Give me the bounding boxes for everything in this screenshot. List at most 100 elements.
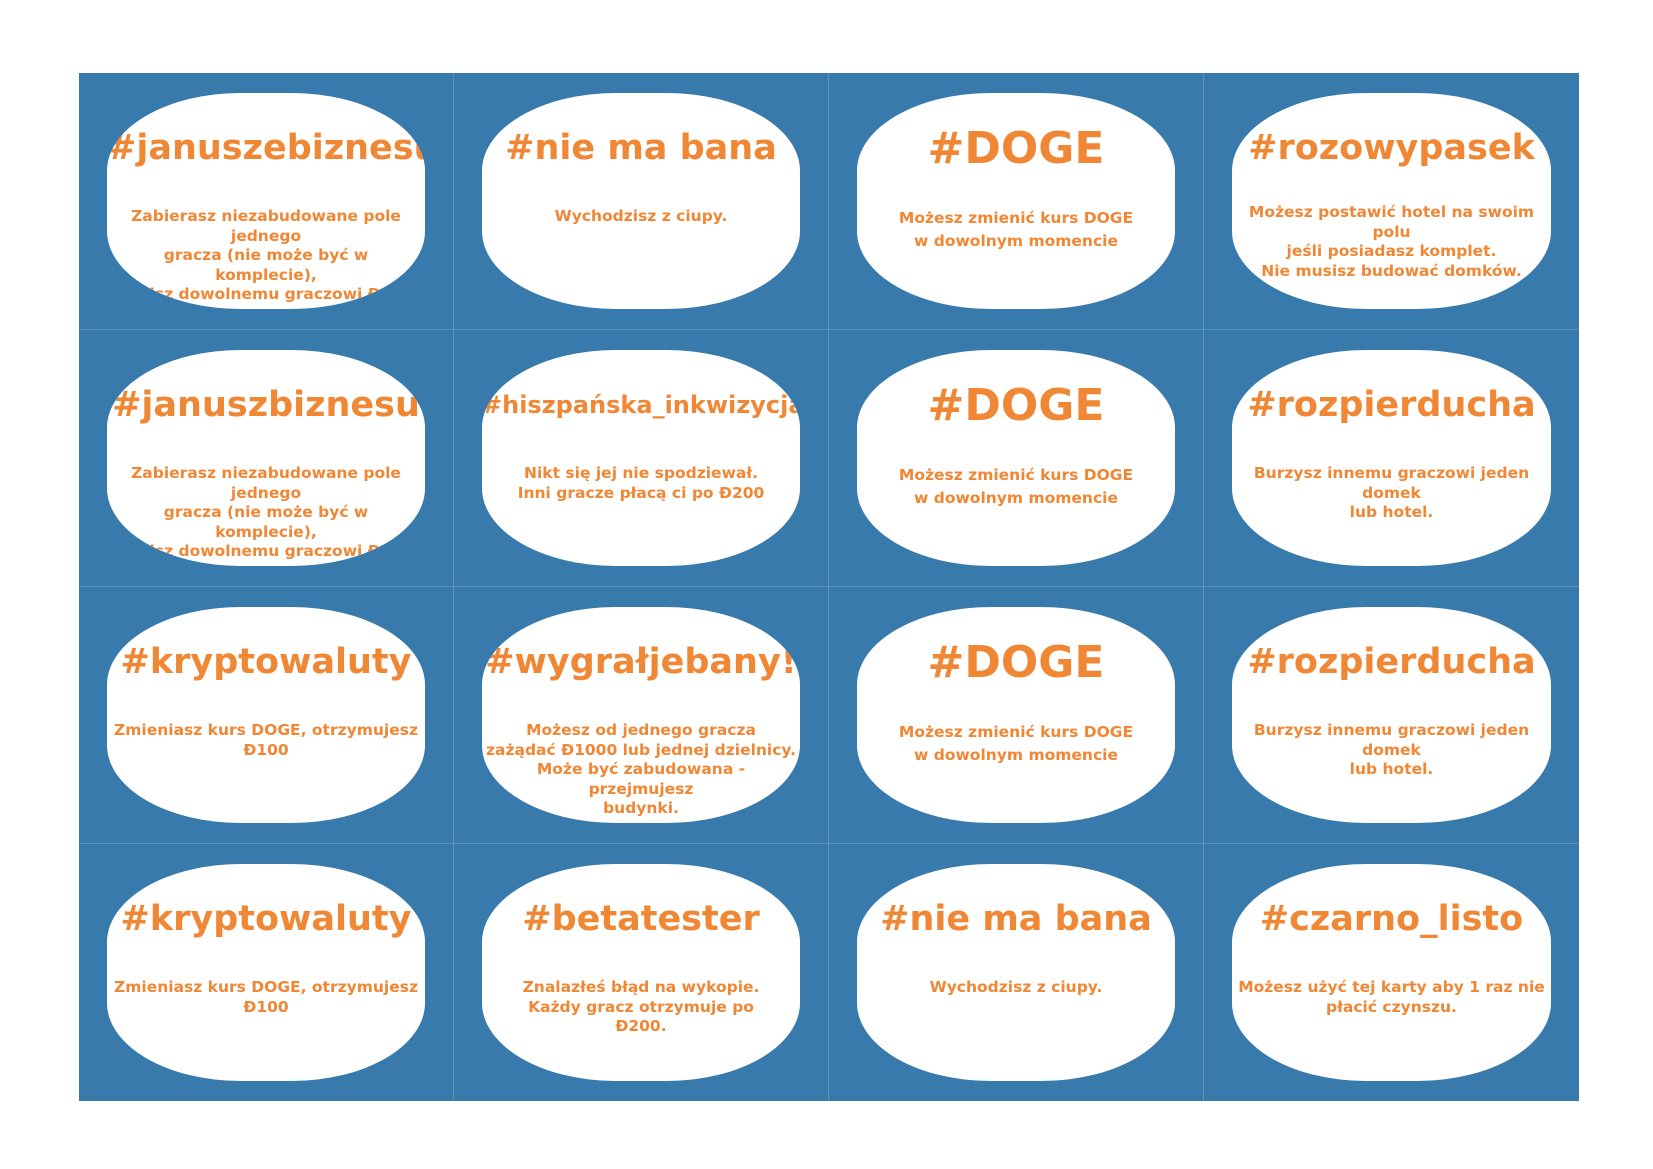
- card-description-line: Możesz zmienić kurs DOGE: [898, 209, 1134, 227]
- card: #kryptowaluty Zmieniasz kurs DOGE, otrzy…: [79, 587, 454, 844]
- card-title: #rozowypasek: [1248, 128, 1535, 168]
- card-bubble: #kryptowaluty Zmieniasz kurs DOGE, otrzy…: [107, 607, 425, 823]
- card-description: Wychodzisz z ciupy.: [861, 978, 1171, 998]
- card-title: #rozpierducha: [1247, 642, 1536, 682]
- card-description-line: Inni gracze płacą ci po Đ200: [517, 483, 765, 502]
- card-description-line: Nikt się jej nie spodziewał.: [524, 464, 758, 482]
- card-description-line: jeśli posiadasz komplet.: [1286, 242, 1497, 260]
- card-description: Zabierasz niezabudowane pole jednego gra…: [111, 207, 421, 309]
- card-bubble: #betatester Znalazłeś błąd na wykopie. K…: [482, 864, 800, 1081]
- card-description-line: Możesz postawić hotel na swoim polu: [1248, 203, 1535, 241]
- card-title: #rozpierducha: [1247, 385, 1536, 425]
- card-description-line: w dowolnym momencie: [914, 489, 1118, 507]
- card-bubble: #nie ma bana Wychodzisz z ciupy.: [857, 864, 1175, 1081]
- card-description: Nikt się jej nie spodziewał. Inni gracze…: [486, 464, 796, 503]
- card-description-line: Możesz zmienić kurs DOGE: [898, 466, 1134, 484]
- card-title: #kryptowaluty: [120, 642, 412, 682]
- card-title: #wygrałjebany!: [485, 642, 797, 682]
- card: #nie ma bana Wychodzisz z ciupy.: [454, 73, 829, 330]
- card-bubble: #nie ma bana Wychodzisz z ciupy.: [482, 93, 800, 309]
- card-description-line: Đ100: [243, 740, 289, 759]
- card-description: Możesz zmienić kurs DOGE w dowolnym mome…: [861, 721, 1171, 767]
- card-description: Możesz od jednego gracza zażądać Đ1000 l…: [486, 721, 796, 819]
- card-description-line: gracza (nie może być w komplecie),: [163, 246, 369, 284]
- card: #hiszpańska_inkwizycja Nikt się jej nie …: [454, 330, 829, 587]
- card-description-line: wybierasz graczy, którzy: [111, 305, 421, 310]
- card-bubble: #hiszpańska_inkwizycja Nikt się jej nie …: [482, 350, 800, 566]
- card-description-line: budynki.: [603, 799, 679, 817]
- card: #DOGE Możesz zmienić kurs DOGE w dowolny…: [829, 587, 1204, 844]
- card-description-line: płacić czynszu.: [1326, 997, 1457, 1016]
- card-sheet: #januszebiznesu Zabierasz niezabudowane …: [79, 73, 1579, 1101]
- card-title: #januszebiznesu: [107, 128, 425, 168]
- card-title: #DOGE: [927, 123, 1105, 174]
- card-description: Zabierasz niezabudowane pole jednego gra…: [111, 464, 421, 566]
- card-title: #DOGE: [927, 380, 1105, 431]
- card-description-line: lub hotel.: [1349, 503, 1434, 521]
- card-description: Zmieniasz kurs DOGE, otrzymujesz Đ100: [111, 721, 421, 760]
- card-description-line: Burzysz innemu graczowi jeden domek: [1253, 721, 1530, 759]
- card-description: Możesz postawić hotel na swoim polu jeśl…: [1236, 203, 1547, 281]
- card-bubble: #rozowypasek Możesz postawić hotel na sw…: [1232, 93, 1551, 309]
- card: #rozpierducha Burzysz innemu graczowi je…: [1204, 587, 1579, 844]
- card-description-line: w dowolnym momencie: [914, 232, 1118, 250]
- card-bubble: #januszbiznesu Zabierasz niezabudowane p…: [107, 350, 425, 566]
- card-description-line: gracza (nie może być w komplecie),: [163, 503, 369, 541]
- card-description-line: Đ100: [243, 997, 289, 1016]
- card-description-line: Nie musisz budować domków.: [1261, 261, 1522, 280]
- card-bubble: #januszebiznesu Zabierasz niezabudowane …: [107, 93, 425, 309]
- card-title: #hiszpańska_inkwizycja: [482, 391, 800, 419]
- card-title: #kryptowaluty: [120, 899, 412, 939]
- card-description-line: Znalazłeś błąd na wykopie.: [522, 978, 760, 996]
- card-description-line: w dowolnym momencie: [914, 746, 1118, 764]
- card-description: Burzysz innemu graczowi jeden domek lub …: [1236, 464, 1547, 523]
- card-title: #januszbiznesu: [112, 385, 420, 425]
- card-description-line: zażądać Đ1000 lub jednej dzielnicy.: [486, 740, 796, 759]
- card: #DOGE Możesz zmienić kurs DOGE w dowolny…: [829, 330, 1204, 587]
- card: #rozpierducha Burzysz innemu graczowi je…: [1204, 330, 1579, 587]
- card-description-line: płacisz dowolnemu graczowi Đ200,: [113, 542, 419, 560]
- card-description-line: Zabierasz niezabudowane pole jednego: [131, 464, 401, 502]
- card-description-line: lub hotel.: [1349, 760, 1434, 778]
- card-description-line: Możesz użyć tej karty aby 1 raz nie: [1238, 978, 1545, 996]
- card: #nie ma bana Wychodzisz z ciupy.: [829, 844, 1204, 1101]
- card: #betatester Znalazłeś błąd na wykopie. K…: [454, 844, 829, 1101]
- card: #wygrałjebany! Możesz od jednego gracza …: [454, 587, 829, 844]
- card-description: Zmieniasz kurs DOGE, otrzymujesz Đ100: [111, 978, 421, 1017]
- card-bubble: #rozpierducha Burzysz innemu graczowi je…: [1232, 350, 1551, 566]
- card-title: #nie ma bana: [505, 128, 777, 168]
- card-description: Możesz użyć tej karty aby 1 raz nie płac…: [1236, 978, 1547, 1017]
- card-title: #DOGE: [927, 637, 1105, 688]
- card: #rozowypasek Możesz postawić hotel na sw…: [1204, 73, 1579, 330]
- card-description-line: płacisz dowolnemu graczowi Đ200,: [113, 285, 419, 303]
- card: #kryptowaluty Zmieniasz kurs DOGE, otrzy…: [79, 844, 454, 1101]
- card-bubble: #DOGE Możesz zmienić kurs DOGE w dowolny…: [857, 93, 1175, 309]
- card-description: Znalazłeś błąd na wykopie. Każdy gracz o…: [486, 978, 796, 1037]
- card-bubble: #wygrałjebany! Możesz od jednego gracza …: [482, 607, 800, 823]
- card-description-line: Zmieniasz kurs DOGE, otrzymujesz: [114, 721, 418, 739]
- card-description: Możesz zmienić kurs DOGE w dowolnym mome…: [861, 207, 1171, 253]
- card-bubble: #DOGE Możesz zmienić kurs DOGE w dowolny…: [857, 350, 1175, 566]
- card-description-line: Burzysz innemu graczowi jeden domek: [1253, 464, 1530, 502]
- card-title: #nie ma bana: [880, 899, 1152, 939]
- card-description: Możesz zmienić kurs DOGE w dowolnym mome…: [861, 464, 1171, 510]
- card-description-line: Wychodzisz z ciupy.: [554, 207, 728, 225]
- card-description-line: Możesz zmienić kurs DOGE: [898, 723, 1134, 741]
- card-title: #czarno_listo: [1259, 899, 1524, 939]
- card-description: Burzysz innemu graczowi jeden domek lub …: [1236, 721, 1547, 780]
- card-bubble: #kryptowaluty Zmieniasz kurs DOGE, otrzy…: [107, 864, 425, 1081]
- card-description-line: wybierasz graczy, którzy: [111, 562, 421, 567]
- card-description-line: Możesz od jednego gracza: [526, 721, 756, 739]
- card-description-line: Zmieniasz kurs DOGE, otrzymujesz: [114, 978, 418, 996]
- card-description-line: Wychodzisz z ciupy.: [929, 978, 1103, 996]
- card: #januszbiznesu Zabierasz niezabudowane p…: [79, 330, 454, 587]
- card-bubble: #czarno_listo Możesz użyć tej karty aby …: [1232, 864, 1551, 1081]
- card-description-line: Đ200.: [615, 1017, 667, 1035]
- card-bubble: #rozpierducha Burzysz innemu graczowi je…: [1232, 607, 1551, 823]
- card: #DOGE Możesz zmienić kurs DOGE w dowolny…: [829, 73, 1204, 330]
- card-description: Wychodzisz z ciupy.: [486, 207, 796, 227]
- card: #czarno_listo Możesz użyć tej karty aby …: [1204, 844, 1579, 1101]
- card-title: #betatester: [522, 899, 760, 939]
- card: #januszebiznesu Zabierasz niezabudowane …: [79, 73, 454, 330]
- card-bubble: #DOGE Możesz zmienić kurs DOGE w dowolny…: [857, 607, 1175, 823]
